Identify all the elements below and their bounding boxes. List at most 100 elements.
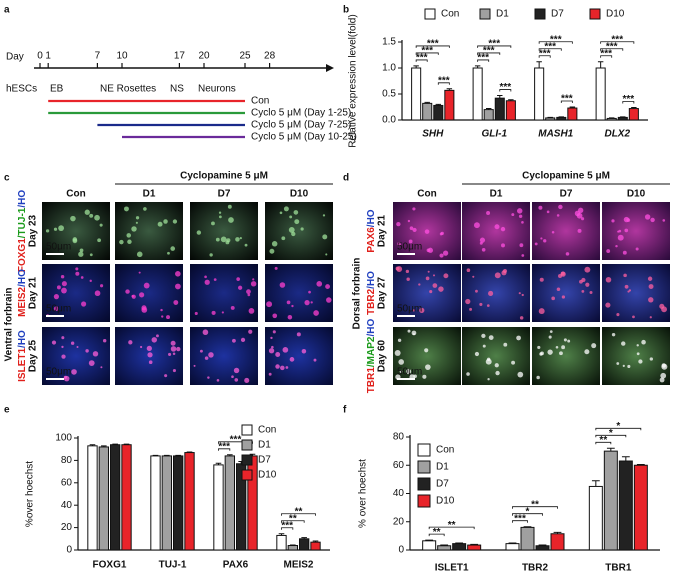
significance-bracket [218,448,231,451]
cell [494,363,499,368]
cell [440,231,444,235]
day-label: 7 [95,51,101,62]
cell [561,345,566,350]
row-marker: PAX6/HO [366,209,377,252]
cell [521,254,525,257]
cell [308,290,311,294]
cell [199,349,203,353]
significance-bracket [499,89,512,92]
error-bar [636,464,645,466]
micrograph [602,202,670,260]
cell [563,338,567,342]
x-tick-label: DLX2 [604,129,630,140]
cell [246,289,251,295]
cell [589,290,593,295]
error-bar [553,531,562,534]
panel-label: e [4,405,10,416]
bar [452,543,467,551]
significance-bracket [281,513,316,516]
micrograph [190,327,258,385]
cell [648,284,654,290]
y-tick-label: 100 [55,433,72,444]
cell [135,221,138,224]
cell [481,247,486,252]
y-tick-label: 20 [61,522,73,533]
cell [176,346,181,352]
row-marker: MEIS2/HO [17,269,28,317]
bar [224,455,236,551]
cell [252,278,255,281]
significance-label: *** [477,53,489,64]
cell [70,341,75,345]
significance-bracket [415,52,439,55]
cell [230,305,235,310]
bar [310,541,321,551]
bar [444,89,455,121]
cell [475,289,478,293]
cell [422,374,427,379]
cell [53,227,58,231]
cell [647,276,653,281]
treatment-label: Con [251,96,269,107]
x-tick-label: TBR1 [605,563,632,574]
cell [79,248,84,253]
cell [125,289,130,294]
cell [577,228,582,233]
error-bar [301,537,307,539]
error-bar [508,99,514,101]
cell [443,273,449,279]
cell [146,345,152,351]
cell [648,297,654,303]
stage-label: Neurons [198,84,236,95]
significance-label: *** [600,48,612,59]
cell [558,204,563,210]
scale-bar-label: 50μm [397,304,422,315]
significance-bracket [600,41,635,44]
legend-swatch [479,8,491,20]
significance-label: *** [281,520,293,531]
significance-label: *** [483,46,495,57]
cell [268,372,272,376]
cell [641,339,646,345]
cell [119,239,124,245]
significance-label: *** [611,34,623,45]
scale-bar-label: 50μm [46,367,71,378]
legend-label: D10 [606,9,625,20]
cell [294,219,300,225]
marker-part: TBR1 [366,367,377,394]
bar [422,102,433,121]
cell [466,268,471,273]
error-bar [455,542,464,544]
cell [615,244,618,248]
cell [100,366,103,369]
cell [92,351,99,357]
cell [84,209,90,215]
error-bar [123,443,130,445]
micrograph [265,264,333,322]
cell [204,279,210,285]
error-bar [497,95,503,99]
cell [521,293,524,297]
cell [396,221,401,227]
cell [659,303,665,309]
error-bar [101,445,107,447]
cell [196,230,202,235]
cell [398,359,405,365]
cell [279,211,283,215]
significance-label: *** [622,94,634,105]
bar [534,67,545,121]
cell [567,339,571,343]
cell [479,237,486,243]
cell [304,300,310,306]
cell [555,345,559,349]
row-day: Day 23 [28,214,39,247]
cell [621,341,626,346]
cell [638,359,643,364]
legend-label: Con [436,445,454,456]
cell [235,237,240,242]
cell [170,246,176,251]
cell [623,273,627,278]
cell [412,207,416,211]
cell [288,226,295,233]
significance-label: * [616,421,620,432]
